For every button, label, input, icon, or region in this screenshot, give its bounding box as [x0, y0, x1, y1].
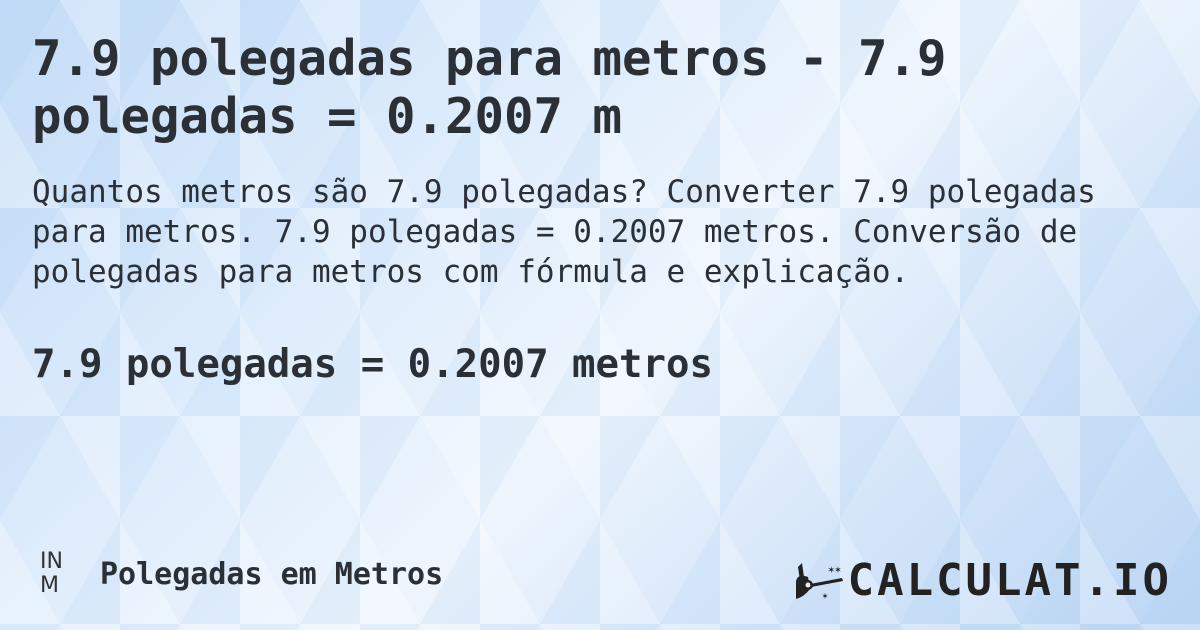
svg-text:✶✶: ✶✶	[828, 563, 842, 576]
conversion-result: 7.9 polegadas = 0.2007 metros	[32, 342, 713, 387]
abbr-top: IN	[40, 549, 63, 574]
category-link[interactable]: IN M Polegadas em Metros	[40, 550, 443, 598]
description: Quantos metros são 7.9 polegadas? Conver…	[32, 174, 1096, 290]
category-label: Polegadas em Metros	[100, 556, 444, 592]
page-title: 7.9 polegadas para metros - 7.9 polegada…	[32, 30, 947, 145]
calculat-io-logo[interactable]: ✶✶ ✶ CALCULAT.IO	[794, 555, 1172, 606]
abbr-bottom: M	[40, 573, 59, 598]
svg-text:✶: ✶	[822, 591, 828, 602]
magic-wand-hand-icon: ✶✶✶	[795, 562, 843, 602]
logo-text: CALCULAT.IO	[847, 555, 1172, 606]
unit-abbreviation-icon: IN M	[40, 550, 70, 598]
